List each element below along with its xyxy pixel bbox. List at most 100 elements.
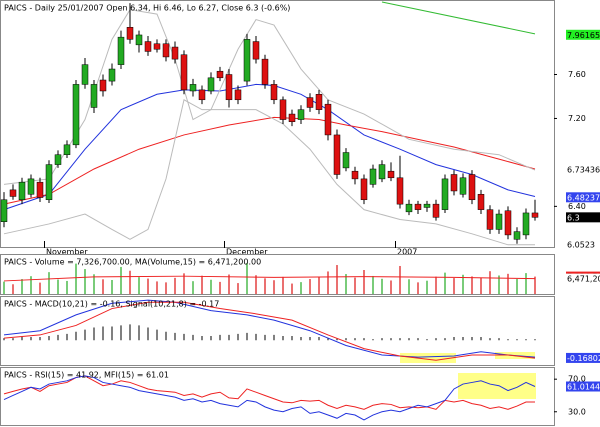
candle-body [477, 194, 485, 210]
y-tick-label: 6.40 [568, 202, 586, 211]
value-label: 6.3 [567, 213, 580, 222]
candle-body [387, 170, 395, 179]
value-label-box [566, 352, 600, 363]
candle-body [81, 64, 89, 85]
value-label-box [566, 239, 600, 250]
line [3, 99, 535, 246]
candle-body [531, 212, 539, 218]
value-label-box [566, 212, 600, 223]
line [3, 9, 536, 185]
line [381, 1, 536, 35]
candle-body [180, 54, 188, 91]
line [3, 299, 536, 358]
line [3, 301, 536, 361]
line [3, 275, 536, 282]
candle-body [459, 177, 467, 195]
line [3, 375, 536, 410]
candle-body [36, 181, 44, 198]
candle-body [270, 84, 278, 101]
candle-body [495, 213, 503, 230]
candle-body [135, 34, 143, 46]
value-label-box [566, 381, 600, 392]
panel-title: PAICS - MACD(10,21) = -0.16, Signal(10,2… [4, 300, 219, 309]
candle-body [90, 84, 98, 108]
panel-title: PAICS - RSI(15) = 41.92, MFI(15) = 61.01 [4, 371, 169, 380]
candle-body [225, 74, 233, 101]
candle-body [333, 134, 341, 175]
panel-title: PAICS - Daily 25/01/2007 Open 6.34, Hi 6… [4, 4, 290, 13]
candle-body [432, 203, 440, 218]
y-tick-label: 7.60 [568, 70, 586, 79]
candle-body [18, 181, 26, 201]
candle-body [9, 189, 17, 197]
candle-body [99, 79, 107, 92]
candle-body [405, 203, 413, 213]
candle-body [414, 203, 422, 210]
candle-body [522, 212, 530, 236]
value-label-box [566, 29, 600, 40]
value-label: 6.73436 [567, 166, 600, 175]
candle-body [504, 210, 512, 236]
candle-body [63, 144, 71, 155]
candle-body [468, 174, 476, 201]
value-label-box [566, 192, 600, 203]
candle-body [54, 154, 62, 165]
candle-body [441, 178, 449, 210]
candle-body [126, 27, 134, 40]
candle-body [153, 43, 161, 50]
panel-title: PAICS - Volume = 7,326,700.00, MA(Volume… [4, 258, 261, 267]
candle-body [315, 94, 323, 110]
candle-body [189, 84, 197, 92]
x-tick-label: 2007 [397, 248, 417, 257]
candle-body [513, 231, 521, 240]
value-label: 6.0523 [567, 241, 595, 250]
candle-body [243, 39, 251, 82]
candle-body [216, 70, 224, 79]
candle-body [45, 164, 53, 201]
value-label: 6,471,200 [567, 275, 600, 284]
candle-body [279, 99, 287, 120]
candle-body [360, 178, 368, 201]
candle-body [378, 164, 386, 180]
line [3, 116, 536, 205]
y-tick-label: 70.0 [568, 375, 586, 384]
candle-body [297, 109, 305, 120]
candle-body [252, 41, 260, 60]
value-label: 7.96165 [567, 31, 600, 40]
value-label-box [566, 164, 600, 175]
candle-body [450, 174, 458, 192]
y-tick-label: 30.0 [568, 407, 586, 416]
x-tick-label: December [226, 248, 268, 257]
candle-body [171, 46, 179, 60]
value-label-box [566, 273, 600, 284]
value-label: 61.0144 [567, 383, 600, 392]
highlight [458, 373, 536, 399]
line [3, 375, 536, 421]
candle-body [351, 170, 359, 180]
value-label: -0.168023 [567, 354, 600, 363]
candle-body [144, 41, 152, 52]
candle-body [306, 97, 314, 108]
candle-body [198, 89, 206, 101]
candle-body [27, 178, 35, 195]
candle-body [234, 89, 242, 101]
candle-body [423, 203, 431, 208]
y-tick-label: 7.20 [568, 114, 586, 123]
candle-body [207, 77, 215, 92]
x-tick-label: November [46, 248, 88, 257]
candle-body [162, 43, 170, 58]
candle-body [117, 36, 125, 65]
candle-body [288, 113, 296, 123]
candle-body [369, 168, 377, 185]
candle-body [324, 103, 332, 136]
value-label: 6.48237 [567, 193, 600, 202]
candle-body [0, 199, 8, 222]
candle-body [342, 152, 350, 169]
candle-body [261, 58, 269, 85]
candle-body [396, 177, 404, 205]
highlight [400, 353, 456, 363]
candle-body [72, 84, 80, 146]
candle-body [486, 209, 494, 230]
candle-body [108, 68, 116, 82]
